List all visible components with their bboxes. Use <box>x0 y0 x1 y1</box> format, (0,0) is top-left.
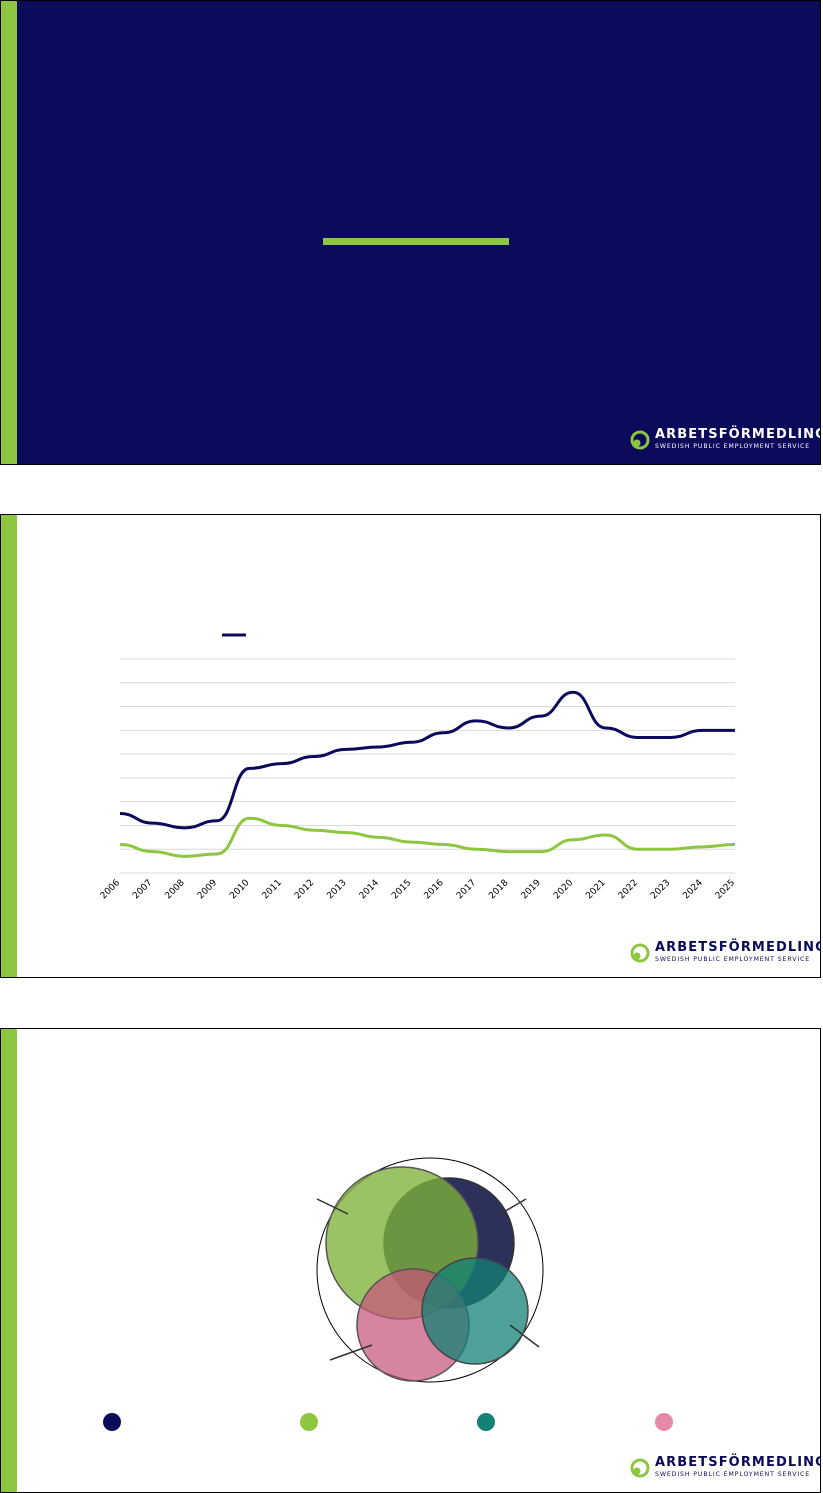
x-tick-label: 2011 <box>261 878 284 901</box>
brand-logo: ARBETSFÖRMEDLINGEN SWEDISH PUBLIC EMPLOY… <box>629 939 820 965</box>
slide-accent-bar <box>1 1029 17 1492</box>
arbetsformedlingen-logo-icon <box>630 430 650 450</box>
brand-logo: ARBETSFÖRMEDLINGEN SWEDISH PUBLIC EMPLOY… <box>629 426 820 452</box>
x-tick-label: 2014 <box>358 878 381 901</box>
x-tick-label: 2024 <box>681 878 704 901</box>
title-slide: ARBETSFÖRMEDLINGEN SWEDISH PUBLIC EMPLOY… <box>0 0 821 465</box>
series-line-1 <box>119 690 735 830</box>
logo-brand-text: ARBETSFÖRMEDLINGEN <box>655 427 820 442</box>
legend-dot-navy <box>103 1413 121 1431</box>
legend-dot-green <box>300 1413 318 1431</box>
venn-callout-line <box>494 1198 527 1218</box>
x-tick-label: 2009 <box>196 878 219 901</box>
x-tick-label: 2012 <box>293 878 316 901</box>
venn-circle-teal <box>421 1257 529 1365</box>
slide-accent-bar <box>1 1 17 464</box>
venn-callout-line <box>329 1344 373 1361</box>
x-tick-label: 2019 <box>520 878 543 901</box>
chart-gridlines <box>120 658 735 874</box>
venn-callout-line <box>316 1198 349 1215</box>
slide-accent-bar <box>1 515 17 977</box>
line-chart: 2006 2007 2008 2009 2010 2011 2012 2013 2014 2015… <box>99 633 737 901</box>
x-tick-label: 2021 <box>584 878 607 901</box>
logo-subtitle-text: SWEDISH PUBLIC EMPLOYMENT SERVICE <box>655 956 811 963</box>
x-tick-label: 2017 <box>455 878 478 901</box>
venn-slide: ARBETSFÖRMEDLINGEN SWEDISH PUBLIC EMPLOY… <box>0 1028 821 1493</box>
x-tick-label: 2023 <box>649 878 672 901</box>
chart-slide: 2006 2007 2008 2009 2010 2011 2012 2013 2014 2015… <box>0 514 821 978</box>
x-tick-label: 2008 <box>164 878 187 901</box>
venn-callout-line <box>509 1324 540 1348</box>
logo-brand-text: ARBETSFÖRMEDLINGEN <box>655 940 820 955</box>
x-tick-label: 2006 <box>99 878 122 901</box>
logo-subtitle-text: SWEDISH PUBLIC EMPLOYMENT SERVICE <box>655 1471 811 1478</box>
logo-brand-text: ARBETSFÖRMEDLINGEN <box>655 1455 820 1470</box>
x-tick-label: 2025 <box>714 878 737 901</box>
arbetsformedlingen-logo-icon <box>630 943 650 963</box>
series-line-2 <box>119 816 736 858</box>
x-tick-label: 2018 <box>487 878 510 901</box>
venn-diagram <box>103 1157 673 1431</box>
x-tick-label: 2020 <box>552 878 575 901</box>
brand-logo: ARBETSFÖRMEDLINGEN SWEDISH PUBLIC EMPLOY… <box>629 1454 820 1480</box>
title-divider <box>323 238 509 245</box>
x-tick-label: 2013 <box>325 878 348 901</box>
x-tick-label: 2007 <box>131 878 154 901</box>
venn-outer-circle <box>316 1157 544 1383</box>
x-tick-label: 2016 <box>423 878 446 901</box>
legend-dot-pink <box>655 1413 673 1431</box>
x-axis-ticks: 2006 2007 2008 2009 2010 2011 2012 2013 2014 2015… <box>99 878 737 901</box>
logo-subtitle-text: SWEDISH PUBLIC EMPLOYMENT SERVICE <box>655 443 811 450</box>
legend-dot-teal <box>477 1413 495 1431</box>
x-tick-label: 2010 <box>228 878 251 901</box>
arbetsformedlingen-logo-icon <box>630 1458 650 1478</box>
x-tick-label: 2015 <box>390 878 413 901</box>
x-tick-label: 2022 <box>617 878 640 901</box>
chart-series-layer <box>119 690 736 858</box>
